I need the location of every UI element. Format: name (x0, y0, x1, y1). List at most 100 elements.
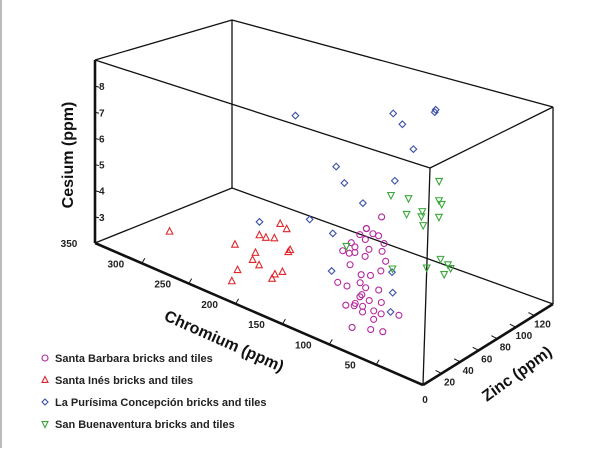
data-point (328, 229, 337, 238)
z-tick-label: 6 (99, 134, 105, 145)
data-point (291, 111, 300, 120)
data-point (370, 307, 378, 315)
y-tick-label: 0 (422, 395, 428, 406)
x-tick-label: 350 (61, 239, 78, 250)
box-edge (231, 19, 554, 108)
y-tick-mark (453, 358, 461, 363)
data-point (343, 282, 351, 290)
data-point (388, 265, 397, 274)
x-tick-mark (328, 339, 333, 345)
data-point (348, 323, 356, 331)
legend-marker (41, 375, 49, 383)
box-edge (94, 59, 431, 169)
legend-marker (41, 398, 49, 406)
x-tick-label: 300 (108, 259, 125, 270)
data-point (378, 247, 386, 255)
box-edge (94, 19, 233, 61)
z-tick-mark (94, 137, 100, 140)
data-point (430, 108, 439, 117)
data-point (386, 307, 395, 316)
data-point (409, 145, 418, 154)
data-point (357, 271, 365, 279)
data-point (374, 232, 383, 240)
data-point (327, 266, 336, 276)
data-point (437, 200, 446, 210)
data-point (347, 239, 355, 247)
data-point (434, 177, 444, 187)
data-point (443, 261, 453, 270)
y-axis-line (422, 302, 554, 387)
data-point (365, 296, 373, 305)
data-point (275, 218, 285, 227)
data-point (270, 269, 280, 278)
data-point (378, 213, 386, 221)
y-tick-label: 40 (463, 366, 475, 377)
data-point (261, 232, 271, 241)
axis-ticks: 3456785010015020025030035002040608010012… (61, 82, 552, 406)
x-tick-mark (188, 278, 193, 284)
data-point (305, 215, 314, 224)
legend-label: Santa Barbara bricks and tiles (55, 353, 213, 365)
data-point (233, 264, 242, 274)
x-tick-mark (141, 258, 146, 264)
data-point (340, 178, 349, 188)
data-point (377, 298, 385, 307)
series-2 (255, 105, 440, 316)
z-axis-label: Cesium (ppm) (60, 102, 77, 209)
data-point (431, 105, 440, 114)
x-axis-line (94, 241, 424, 387)
data-point (375, 286, 383, 294)
data-point (377, 310, 385, 318)
y-tick-label: 80 (500, 343, 512, 354)
x-tick-mark (375, 359, 380, 365)
data-point (227, 276, 237, 285)
series-3 (342, 177, 455, 280)
data-point (379, 328, 387, 336)
x-tick-label: 50 (345, 361, 357, 372)
box-edge (231, 187, 554, 305)
z-tick-mark (94, 111, 100, 114)
y-tick-mark (509, 323, 517, 328)
data-point (361, 252, 369, 260)
y-tick-label: 60 (481, 354, 493, 365)
z-tick-mark (94, 216, 100, 219)
data-point (377, 267, 385, 275)
x-tick-label: 200 (201, 300, 218, 311)
data-point (278, 266, 287, 276)
legend-marker (41, 421, 49, 429)
data-point (334, 278, 342, 286)
data-point (434, 213, 444, 222)
plot-box (93, 19, 554, 387)
series-0 (334, 213, 403, 336)
series-1 (165, 218, 295, 285)
data-point (387, 268, 397, 277)
data-point (350, 302, 358, 310)
data-point (446, 265, 455, 274)
data-point (365, 245, 373, 253)
data-point (332, 162, 341, 171)
x-tick-label: 150 (248, 320, 265, 331)
data-point (418, 222, 428, 231)
x-tick-label: 250 (154, 280, 171, 291)
legend-marker (41, 354, 49, 362)
data-point (382, 257, 390, 265)
y-tick-label: 120 (534, 320, 551, 331)
data-point (342, 301, 350, 309)
z-tick-mark (94, 85, 100, 88)
x-tick-label: 100 (295, 340, 312, 351)
data-point (404, 195, 413, 204)
z-tick-label: 7 (99, 108, 105, 119)
legend-label: San Buenaventura bricks and tiles (55, 419, 235, 431)
data-point (356, 293, 364, 301)
z-tick-label: 3 (99, 213, 105, 224)
data-point (230, 239, 240, 248)
y-tick-mark (435, 369, 442, 374)
data-point (251, 247, 260, 256)
data-point (255, 217, 264, 226)
data-point (389, 109, 398, 118)
data-point (255, 230, 264, 239)
data-point (351, 248, 359, 257)
y-tick-label: 20 (444, 377, 456, 388)
